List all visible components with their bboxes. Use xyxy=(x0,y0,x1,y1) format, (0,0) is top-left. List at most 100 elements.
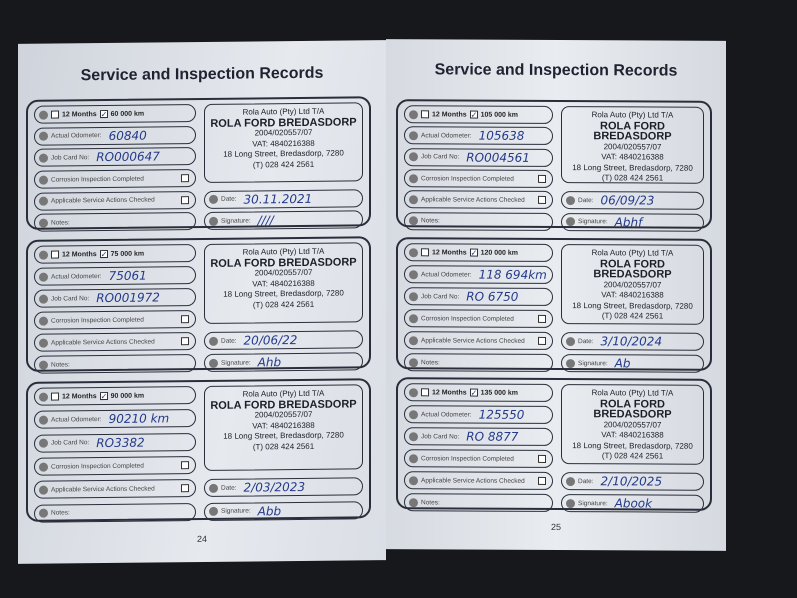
handwritten-value: 20/06/22 xyxy=(243,333,298,348)
stamp-line: VAT: 4840216388 xyxy=(601,152,664,162)
stamp-line: (T) 028 424 2561 xyxy=(252,441,315,451)
checkbox[interactable] xyxy=(421,110,429,119)
field-label: Date: xyxy=(221,484,237,492)
interval-field: 12 Months ✓ 105 000 km xyxy=(404,105,553,124)
checkbox[interactable] xyxy=(51,110,59,119)
corrosion-checkbox[interactable] xyxy=(181,461,189,470)
bullet-icon xyxy=(209,194,218,205)
bullet-icon xyxy=(566,195,575,205)
field-label: Signature: xyxy=(578,499,608,507)
signature-field: Signature: Abook xyxy=(561,494,704,513)
handwritten-value: 3/10/2024 xyxy=(600,334,663,349)
notes-field: Notes: xyxy=(404,493,553,512)
interval-label: 105 000 km xyxy=(480,111,518,119)
checkbox[interactable] xyxy=(421,248,429,257)
actions-checkbox[interactable] xyxy=(538,196,546,205)
actions-checkbox[interactable] xyxy=(538,476,546,485)
stamp-line: 2004/020557/07 xyxy=(603,279,662,290)
field-label: Signature: xyxy=(578,218,608,226)
stamp-line: 18 Long Street, Bredasdorp, 7280 xyxy=(572,162,693,173)
notes-field: Notes: xyxy=(34,502,196,523)
checkbox[interactable] xyxy=(421,388,429,397)
corrosion-checkbox[interactable] xyxy=(538,174,546,183)
checkbox[interactable] xyxy=(51,250,59,259)
odometer-field: Actual Odometer: 118 694km xyxy=(404,265,553,284)
months-label: 12 Months xyxy=(62,250,97,258)
field-label: Job Card No: xyxy=(51,439,90,447)
signature-field: Signature: Abhf xyxy=(561,212,704,232)
field-label: Date: xyxy=(578,477,594,485)
corrosion-checkbox[interactable] xyxy=(181,315,189,324)
corrosion-field: Corrosion Inspection Completed xyxy=(404,169,553,188)
handwritten-value: 118 694km xyxy=(478,267,547,282)
job-field: Job Card No: RO001972 xyxy=(34,288,196,308)
bullet-icon xyxy=(39,415,48,425)
field-label: Corrosion Inspection Completed xyxy=(421,174,514,183)
bullet-icon xyxy=(39,196,48,206)
handwritten-value: Abhf xyxy=(614,214,643,230)
checkbox-checked[interactable]: ✓ xyxy=(99,109,108,120)
bullet-icon xyxy=(409,173,418,183)
date-field: Date: 3/10/2024 xyxy=(561,332,704,351)
bullet-icon xyxy=(409,387,418,397)
bullet-icon xyxy=(409,357,418,367)
bullet-icon xyxy=(566,498,575,508)
corrosion-checkbox[interactable] xyxy=(538,454,546,463)
field-label: Job Card No: xyxy=(421,432,460,440)
handwritten-value: Ab xyxy=(614,356,631,371)
handwritten-value: RO004561 xyxy=(466,150,530,165)
actions-checkbox[interactable] xyxy=(181,484,189,493)
job-field: Job Card No: RO3382 xyxy=(34,432,196,453)
checkbox-checked[interactable]: ✓ xyxy=(469,388,478,398)
corrosion-checkbox[interactable] xyxy=(181,174,189,183)
field-label: Notes: xyxy=(51,509,70,517)
handwritten-value: Ahb xyxy=(257,355,282,370)
field-label: Job Card No: xyxy=(51,154,90,162)
signature-field: Signature: Ahb xyxy=(204,352,363,372)
date-field: Date: 30.11.2021 xyxy=(204,188,363,209)
actions-checkbox[interactable] xyxy=(538,336,546,345)
field-label: Applicable Service Actions Checked xyxy=(421,196,525,204)
handwritten-value: //// xyxy=(257,213,274,228)
field-label: Applicable Service Actions Checked xyxy=(51,337,155,347)
stamp-line: 2004/020557/07 xyxy=(603,419,662,430)
stamp-line: (T) 028 424 2561 xyxy=(601,451,664,461)
field-label: Applicable Service Actions Checked xyxy=(421,476,525,485)
field-label: Notes: xyxy=(51,219,70,227)
checkbox-checked[interactable]: ✓ xyxy=(469,248,478,258)
stamp-dealer-name: ROLA FORD BREDASDORP xyxy=(593,119,672,143)
corrosion-checkbox[interactable] xyxy=(538,314,546,323)
bullet-icon xyxy=(566,476,575,486)
bullet-icon xyxy=(39,110,48,120)
odometer-field: Actual Odometer: 125550 xyxy=(404,405,553,424)
service-record: 12 Months ✓ 105 000 km Actual Odometer: 1056… xyxy=(396,99,712,232)
interval-field: 12 Months ✓ 90 000 km xyxy=(34,386,196,406)
field-label: Applicable Service Actions Checked xyxy=(51,196,155,205)
odometer-field: Actual Odometer: 75061 xyxy=(34,266,196,286)
field-label: Job Card No: xyxy=(51,294,90,303)
field-label: Corrosion Inspection Completed xyxy=(421,454,514,463)
bullet-icon xyxy=(409,453,418,463)
bullet-icon xyxy=(409,269,418,279)
field-label: Actual Odometer: xyxy=(51,272,102,281)
months-label: 12 Months xyxy=(62,110,97,118)
field-label: Actual Odometer: xyxy=(51,132,102,140)
interval-label: 120 000 km xyxy=(480,249,518,257)
checkbox-checked[interactable]: ✓ xyxy=(99,391,108,402)
dealer-stamp: Rola Auto (Pty) Ltd T/A ROLA FORD BREDAS… xyxy=(561,244,704,325)
checkbox[interactable] xyxy=(51,392,59,401)
actions-checkbox[interactable] xyxy=(181,337,189,346)
stamp-line: 18 Long Street, Bredasdorp, 7280 xyxy=(223,430,344,441)
checkbox-checked[interactable]: ✓ xyxy=(469,110,478,120)
handwritten-value: RO000647 xyxy=(96,149,160,165)
page-title: Service and Inspection Records xyxy=(80,64,324,85)
bullet-icon xyxy=(409,475,418,485)
dealer-stamp: Rola Auto (Pty) Ltd T/A ROLA FORD BREDAS… xyxy=(561,384,704,465)
service-record: 12 Months ✓ 120 000 km Actual Odometer: 118 … xyxy=(396,237,712,373)
actions-checkbox[interactable] xyxy=(181,195,189,204)
stamp-line: 18 Long Street, Bredasdorp, 7280 xyxy=(572,440,693,451)
dealer-stamp: Rola Auto (Pty) Ltd T/A ROLA FORD BREDAS… xyxy=(204,102,363,183)
checkbox-checked[interactable]: ✓ xyxy=(99,249,108,260)
date-field: Date: 20/06/22 xyxy=(204,330,363,350)
handwritten-value: Abb xyxy=(257,503,282,519)
